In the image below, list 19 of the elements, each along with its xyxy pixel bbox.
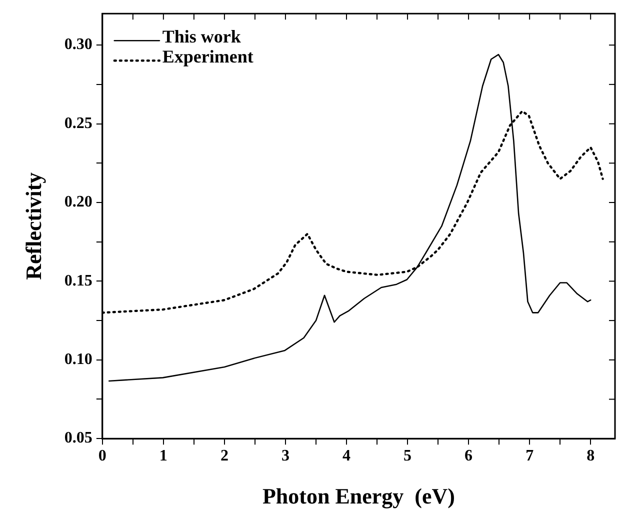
x-tick-label: 1 [159,448,168,465]
y-tick-label: 0.25 [64,114,92,132]
y-tick-label: 0.30 [64,36,92,54]
y-axis-title: Reflectivity [20,172,46,280]
x-tick-label: 5 [404,448,412,465]
y-tick-label: 0.10 [64,351,92,368]
x-axis-title: Photon Energy (eV) [262,483,455,508]
legend-label: Experiment [162,46,254,66]
x-tick-label: 4 [342,448,350,465]
x-tick-label: 8 [586,448,595,465]
y-tick-label: 0.05 [64,430,92,447]
x-tick-label: 3 [281,448,290,465]
x-tick-label: 2 [220,448,228,465]
x-tick-label: 7 [526,448,534,465]
x-tick-label: 6 [464,448,473,465]
x-tick-label: 0 [98,448,106,465]
legend-label: This work [162,26,241,46]
y-tick-label: 0.20 [64,194,92,211]
y-tick-label: 0.15 [64,272,92,290]
